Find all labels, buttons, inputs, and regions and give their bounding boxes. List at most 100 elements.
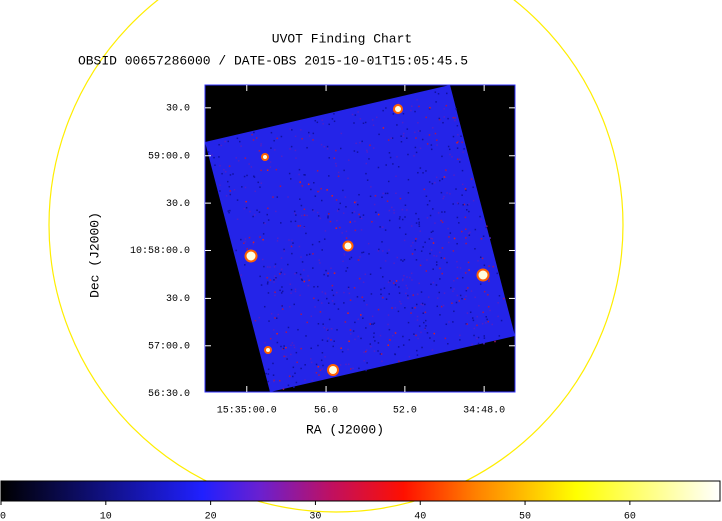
colorbar-tick-label: 10: [100, 512, 112, 521]
noise-pixel: [481, 257, 484, 260]
noise-pixel: [273, 380, 275, 383]
noise-pixel: [273, 379, 275, 382]
noise-pixel: [285, 346, 287, 349]
noise-pixel: [357, 203, 359, 206]
noise-pixel: [365, 369, 367, 372]
noise-pixel: [487, 320, 489, 323]
chart-subtitle: OBSID 00657286000 / DATE-OBS 2015-10-01T…: [78, 53, 468, 68]
noise-pixel: [290, 288, 293, 291]
noise-pixel: [454, 117, 456, 119]
noise-pixel: [379, 267, 382, 269]
noise-pixel: [432, 127, 434, 129]
noise-pixel: [327, 302, 330, 304]
noise-pixel: [274, 275, 276, 277]
noise-pixel: [426, 332, 429, 334]
noise-pixel: [270, 131, 273, 134]
noise-pixel: [416, 349, 418, 352]
noise-pixel: [340, 132, 343, 135]
noise-pixel: [465, 295, 467, 297]
noise-pixel: [292, 242, 294, 244]
noise-pixel: [372, 323, 374, 325]
noise-pixel: [321, 291, 324, 293]
noise-pixel: [456, 158, 459, 161]
noise-pixel: [410, 272, 413, 275]
noise-pixel: [291, 239, 293, 242]
noise-pixel: [252, 243, 255, 245]
noise-pixel: [449, 193, 451, 195]
noise-pixel: [398, 218, 401, 220]
noise-pixel: [236, 199, 239, 201]
noise-pixel: [264, 222, 266, 225]
noise-pixel: [434, 181, 436, 184]
noise-pixel: [489, 309, 491, 312]
noise-pixel: [457, 134, 459, 136]
noise-pixel: [387, 281, 390, 284]
noise-pixel: [306, 254, 308, 256]
colorbar: [0, 480, 721, 502]
noise-pixel: [431, 182, 434, 185]
image-border: [204, 84, 516, 393]
noise-pixel: [465, 289, 468, 292]
noise-pixel: [359, 141, 361, 144]
noise-pixel: [445, 169, 447, 171]
noise-pixel: [483, 290, 486, 293]
noise-pixel: [404, 216, 406, 218]
noise-pixel: [411, 279, 413, 281]
noise-pixel: [474, 248, 476, 250]
noise-pixel: [274, 291, 276, 293]
noise-pixel: [227, 180, 229, 183]
noise-pixel: [402, 112, 405, 115]
noise-pixel: [428, 200, 431, 202]
noise-pixel: [465, 189, 467, 192]
noise-pixel: [294, 272, 296, 275]
noise-pixel: [443, 116, 446, 118]
noise-pixel: [436, 144, 438, 146]
noise-pixel: [455, 301, 458, 304]
noise-pixel: [264, 341, 266, 344]
noise-pixel: [406, 209, 408, 211]
noise-pixel: [436, 297, 439, 299]
noise-pixel: [258, 316, 261, 319]
noise-pixel: [348, 340, 350, 343]
noise-pixel: [399, 197, 402, 200]
noise-pixel: [385, 107, 387, 109]
region-circle: [48, 0, 624, 513]
noise-pixel: [317, 215, 320, 217]
noise-pixel: [317, 190, 319, 193]
noise-pixel: [335, 199, 338, 201]
noise-pixel: [469, 311, 472, 313]
noise-pixel: [361, 140, 363, 143]
noise-pixel: [393, 282, 395, 284]
noise-pixel: [426, 259, 428, 261]
noise-pixel: [483, 264, 486, 267]
noise-pixel: [386, 192, 389, 195]
noise-pixel: [328, 157, 330, 159]
noise-pixel: [398, 360, 400, 363]
noise-pixel: [305, 232, 307, 235]
noise-pixel: [240, 145, 242, 147]
noise-pixel: [340, 347, 342, 349]
noise-pixel: [397, 165, 400, 168]
noise-pixel: [362, 251, 365, 254]
noise-pixel: [228, 211, 230, 214]
noise-pixel: [468, 269, 470, 271]
noise-pixel: [299, 198, 301, 200]
noise-pixel: [337, 308, 340, 310]
noise-pixel: [432, 281, 435, 284]
noise-pixel: [397, 102, 400, 105]
noise-pixel: [272, 362, 274, 365]
noise-pixel: [363, 351, 365, 354]
noise-pixel: [359, 216, 361, 218]
noise-pixel: [269, 161, 272, 163]
noise-pixel: [441, 155, 443, 158]
noise-pixel: [327, 217, 329, 219]
noise-pixel: [498, 294, 501, 297]
noise-pixel: [290, 145, 293, 148]
noise-pixel: [358, 277, 361, 280]
noise-pixel: [347, 177, 349, 180]
noise-pixel: [392, 334, 394, 337]
noise-pixel: [347, 286, 350, 289]
noise-pixel: [463, 203, 466, 206]
noise-pixel: [219, 190, 221, 192]
noise-pixel: [403, 274, 405, 277]
